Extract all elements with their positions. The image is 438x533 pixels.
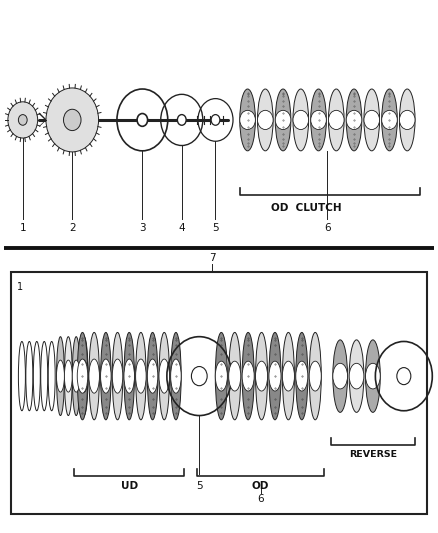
Ellipse shape xyxy=(229,333,241,420)
Ellipse shape xyxy=(258,110,273,130)
Ellipse shape xyxy=(89,333,99,420)
Text: 6: 6 xyxy=(324,223,331,233)
Ellipse shape xyxy=(309,361,321,391)
Ellipse shape xyxy=(275,110,291,130)
Text: 4: 4 xyxy=(178,223,185,233)
Text: 1: 1 xyxy=(17,282,23,293)
Ellipse shape xyxy=(64,337,72,416)
Text: 3: 3 xyxy=(139,223,146,233)
Ellipse shape xyxy=(269,333,281,420)
Circle shape xyxy=(137,114,148,126)
Ellipse shape xyxy=(72,337,80,416)
Ellipse shape xyxy=(296,333,308,420)
Text: UD: UD xyxy=(120,481,138,491)
Ellipse shape xyxy=(333,340,347,413)
Ellipse shape xyxy=(215,361,227,391)
Ellipse shape xyxy=(346,89,362,151)
Ellipse shape xyxy=(366,340,380,413)
Text: OD: OD xyxy=(252,481,269,491)
Ellipse shape xyxy=(381,89,397,151)
Ellipse shape xyxy=(147,333,158,420)
Ellipse shape xyxy=(124,359,134,393)
Circle shape xyxy=(46,88,99,152)
Ellipse shape xyxy=(293,89,309,151)
Ellipse shape xyxy=(283,361,294,391)
Circle shape xyxy=(397,368,411,385)
Ellipse shape xyxy=(147,359,158,393)
Ellipse shape xyxy=(124,333,134,420)
Ellipse shape xyxy=(57,337,64,416)
Circle shape xyxy=(64,109,81,131)
Ellipse shape xyxy=(136,359,146,393)
Circle shape xyxy=(191,367,207,386)
Text: 5: 5 xyxy=(212,223,219,233)
Text: 6: 6 xyxy=(257,494,264,504)
Circle shape xyxy=(177,115,186,125)
Ellipse shape xyxy=(229,361,241,391)
Ellipse shape xyxy=(333,364,347,389)
Ellipse shape xyxy=(311,110,326,130)
Bar xyxy=(11,272,427,514)
Text: 2: 2 xyxy=(69,223,76,233)
Ellipse shape xyxy=(72,360,80,392)
Ellipse shape xyxy=(242,361,254,391)
Ellipse shape xyxy=(255,361,268,391)
Text: OD  CLUTCH: OD CLUTCH xyxy=(271,204,342,214)
Ellipse shape xyxy=(399,89,415,151)
Ellipse shape xyxy=(57,360,64,392)
Ellipse shape xyxy=(328,89,344,151)
Text: 7: 7 xyxy=(209,253,216,263)
Ellipse shape xyxy=(309,333,321,420)
Ellipse shape xyxy=(296,361,308,391)
Ellipse shape xyxy=(366,364,380,389)
Ellipse shape xyxy=(80,360,88,392)
Ellipse shape xyxy=(77,333,88,420)
Circle shape xyxy=(18,115,27,125)
Ellipse shape xyxy=(159,359,170,393)
Text: 1: 1 xyxy=(19,223,26,233)
Ellipse shape xyxy=(283,333,294,420)
Ellipse shape xyxy=(349,340,364,413)
Ellipse shape xyxy=(242,333,254,420)
Circle shape xyxy=(211,115,220,125)
Ellipse shape xyxy=(101,333,111,420)
Ellipse shape xyxy=(89,359,99,393)
Text: 5: 5 xyxy=(196,481,203,491)
Ellipse shape xyxy=(346,110,362,130)
Ellipse shape xyxy=(171,333,181,420)
Ellipse shape xyxy=(364,110,380,130)
Ellipse shape xyxy=(364,89,380,151)
Ellipse shape xyxy=(399,110,415,130)
Ellipse shape xyxy=(215,333,227,420)
Ellipse shape xyxy=(269,361,281,391)
Ellipse shape xyxy=(293,110,309,130)
Ellipse shape xyxy=(255,333,268,420)
Ellipse shape xyxy=(112,333,123,420)
Ellipse shape xyxy=(240,110,255,130)
Ellipse shape xyxy=(240,89,255,151)
Circle shape xyxy=(8,102,38,138)
Ellipse shape xyxy=(349,364,364,389)
Ellipse shape xyxy=(136,333,146,420)
Ellipse shape xyxy=(171,359,181,393)
Text: REVERSE: REVERSE xyxy=(349,450,397,459)
Ellipse shape xyxy=(80,337,88,416)
Ellipse shape xyxy=(101,359,111,393)
Ellipse shape xyxy=(328,110,344,130)
Ellipse shape xyxy=(258,89,273,151)
Ellipse shape xyxy=(311,89,326,151)
Ellipse shape xyxy=(112,359,123,393)
Ellipse shape xyxy=(275,89,291,151)
Ellipse shape xyxy=(77,359,88,393)
Ellipse shape xyxy=(64,360,72,392)
Ellipse shape xyxy=(159,333,170,420)
Ellipse shape xyxy=(381,110,397,130)
